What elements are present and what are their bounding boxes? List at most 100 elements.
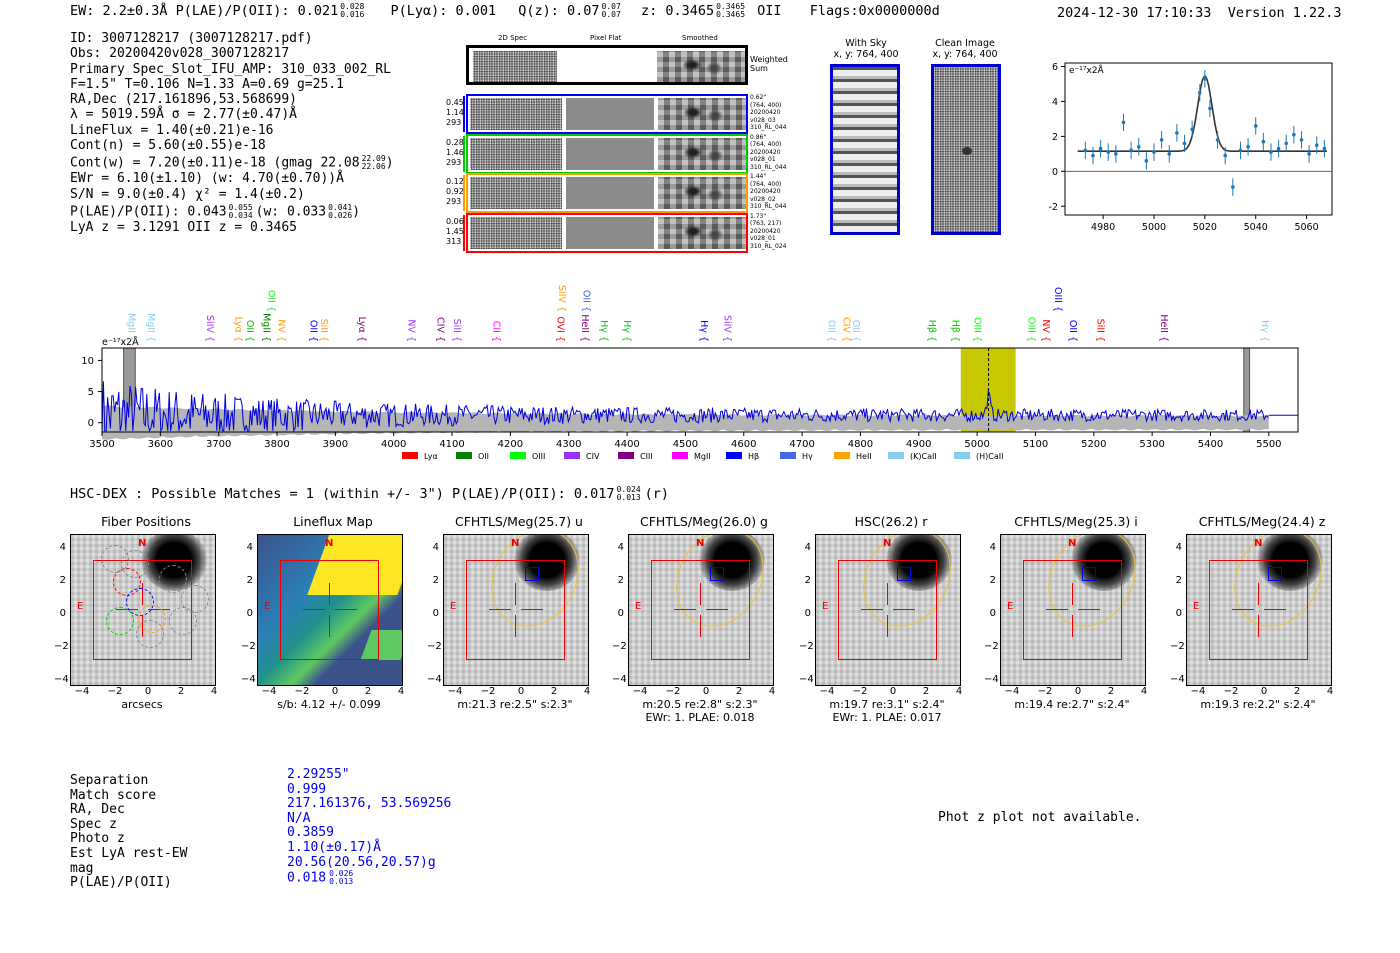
cutout-row-colorbar <box>463 96 465 132</box>
info-spec-slot: Primary Spec_Slot_IFU_AMP: 310_033_002_R… <box>70 61 391 77</box>
spectral-line-label: MgII { <box>125 313 136 342</box>
spectral-line-label: HeII { <box>579 314 590 342</box>
match-label: Match score <box>70 787 157 803</box>
cutout-row-stats: 0.28 1.46 293 <box>446 138 464 168</box>
cutout-row-meta: 0.62" (764, 400) 20200420 v028_03 310_RL_044 <box>750 94 786 132</box>
cutout-2d-spec <box>470 137 562 170</box>
spectral-line-label: Hβ { <box>926 320 937 342</box>
info-lineflux: LineFlux = 1.40(±0.21)e-16 <box>70 122 274 138</box>
spectral-line-label: OII { <box>1067 320 1078 342</box>
fit-axes-frame <box>1064 62 1333 216</box>
legend-label: MgII <box>694 452 711 461</box>
fit-xtick-label: 5020 <box>1193 222 1217 233</box>
panel-ytick-label: 2 <box>432 575 439 586</box>
cutout-row-colorbar <box>463 214 465 251</box>
panel-ytick-label: 0 <box>432 608 439 619</box>
spectral-line-label: OII { <box>580 290 591 312</box>
cutout-stat: 1.46 <box>446 147 464 157</box>
crosshair-segment <box>335 609 357 610</box>
cutout-row-colorbar <box>463 135 465 172</box>
legend-label: CIII <box>640 452 653 461</box>
cutout-pixel-flat <box>566 98 654 130</box>
cutout-meta: 310_RL_044 <box>750 203 787 210</box>
cutout-meta: (764, 400) <box>750 141 782 148</box>
panel-caption: s/b: 4.12 +/- 0.099 <box>277 698 381 711</box>
panel-ytick-label: 0 <box>59 608 66 619</box>
spectral-line-label: Hγ { <box>1259 320 1270 342</box>
cutout-header-2d: 2D Spec <box>498 34 528 42</box>
panel-ytick-label: 0 <box>1175 608 1182 619</box>
cutout-meta: 0.86" <box>750 133 767 141</box>
panel-ytick-label: 4 <box>989 542 996 553</box>
imaging-panel: CFHTLS/Meg(24.4) z N E 4 2 0 −2 −4 −4 −2 0 2 4 m:19.3… <box>1170 512 1366 727</box>
cutout-row <box>466 94 748 134</box>
with-sky-image <box>830 64 900 235</box>
spectral-line-label: Hγ { <box>698 320 709 342</box>
legend-label: Lyα <box>424 452 438 461</box>
cutout-meta: v028_01 <box>750 156 776 163</box>
spectral-line-label: OII { <box>244 320 255 342</box>
legend-swatch <box>564 452 580 459</box>
panel-xtick-label: 2 <box>177 686 185 697</box>
panel-xtick-label: −2 <box>852 686 868 697</box>
spectrum-ytick-label: 0 <box>88 418 94 429</box>
match-value: 0.3859 <box>287 825 334 841</box>
cutout-meta: v028_01 <box>750 235 776 242</box>
fit-data-point <box>1261 139 1266 144</box>
panel-title: CFHTLS/Meg(25.7) u <box>455 514 583 529</box>
east-label: E <box>635 601 642 612</box>
cutout-smoothed <box>658 137 746 170</box>
spectral-line-label: MgII { <box>145 313 156 342</box>
header-summary: EW: 2.2±0.3Å P(LAE)/P(OII): 0.021 0.028 0.… <box>70 2 940 20</box>
panel-xtick-label: 4 <box>1140 686 1148 697</box>
panel-xtick-label: −2 <box>1223 686 1239 697</box>
panel-ytick-label: 4 <box>804 542 811 553</box>
match-label: RA, Dec <box>70 802 125 818</box>
north-label: N <box>1254 538 1263 549</box>
crosshair-segment <box>329 615 330 637</box>
panel-title: HSC(26.2) r <box>854 514 928 529</box>
fit-data-point <box>1167 152 1172 156</box>
crosshair-segment <box>1072 583 1073 605</box>
cutout-meta: (764, 400) <box>750 180 782 188</box>
panel-ytick-label: −4 <box>984 674 999 685</box>
panel-caption-secondary: EWr: 1. PLAE: 0.017 <box>832 711 942 724</box>
legend-swatch <box>402 452 418 459</box>
cutout-meta: 20200420 <box>750 188 781 195</box>
spectrum-xtick-label: 5000 <box>964 439 989 450</box>
spectrum-xtick-label: 4300 <box>556 439 581 450</box>
fit-data-point <box>1238 148 1243 153</box>
fit-data-point <box>1083 148 1088 153</box>
imaging-panel: CFHTLS/Meg(25.7) u N E 4 2 0 −2 −4 −4 −2 0 2 4 m:21.3… <box>427 512 623 727</box>
spectral-line-label: NV { <box>405 319 416 342</box>
east-label: E <box>450 601 457 612</box>
panel-xtick-label: −4 <box>632 686 648 697</box>
fit-data-point <box>1106 150 1111 154</box>
panel-xtick-label: −4 <box>447 686 463 697</box>
match-value: 217.161376, 53.569256 <box>287 796 452 812</box>
panel-caption: arcsecs <box>121 698 163 711</box>
panel-xtick-label: −2 <box>665 686 681 697</box>
cutout-2d-spec <box>470 216 562 249</box>
spectrum-xtick-label: 4700 <box>789 439 814 450</box>
panel-ytick-label: 0 <box>989 608 996 619</box>
match-label: P(LAE)/P(OII) <box>70 875 172 891</box>
source-marker <box>1082 567 1096 581</box>
fit-xtick-label: 5060 <box>1294 222 1318 233</box>
spectrum-ytick-label: 5 <box>88 387 94 398</box>
line-fit-plot: 4980 5000 5020 5040 5060 -2 0 2 4 6 e⁻¹⁷x2Å <box>1049 62 1333 233</box>
cutout-row-meta: 0.86" (764, 400) 20200420 v028_01 310_RL_044 <box>750 134 786 172</box>
spectrum-ytick-label: 10 <box>81 356 94 367</box>
cutout-stat: 1.45 <box>446 226 464 236</box>
fit-ytick-label: -2 <box>1049 202 1058 213</box>
weighted-smoothed <box>657 51 745 82</box>
fiber-region-box <box>280 560 379 660</box>
spectral-line-label: OII { <box>307 320 318 342</box>
cutout-row <box>466 212 748 253</box>
fit-data-point <box>1129 148 1133 153</box>
fit-data-point <box>1159 138 1164 142</box>
fit-ytick-label: 6 <box>1052 62 1058 73</box>
panel-xtick-label: 0 <box>144 686 152 697</box>
